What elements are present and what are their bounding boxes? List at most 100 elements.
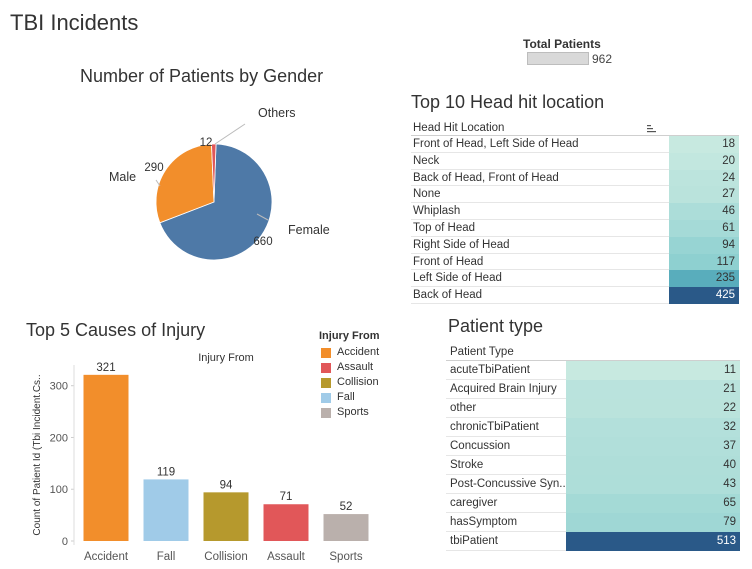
- patient-type-row[interactable]: Stroke 40: [446, 456, 740, 475]
- head-hit-row[interactable]: Top of Head 61: [411, 220, 739, 237]
- pie-slice-male[interactable]: [155, 143, 215, 224]
- patient-type-row-value-cell[interactable]: 11: [566, 361, 740, 380]
- bar-assault[interactable]: [263, 504, 309, 541]
- head-hit-row[interactable]: Whiplash 46: [411, 203, 739, 220]
- pie-slice-others[interactable]: [211, 143, 217, 203]
- legend-title: Injury From: [319, 330, 380, 342]
- bar-accident[interactable]: [83, 374, 129, 541]
- patient-type-row-value: 513: [716, 535, 736, 547]
- pie-slice-female[interactable]: [159, 143, 273, 260]
- gender-pie-chart[interactable]: Female 660 Male 290 Others 12: [100, 100, 350, 260]
- patient-type-row-label: acuteTbiPatient: [450, 364, 530, 376]
- head-hit-row-value-cell[interactable]: 117: [669, 253, 739, 271]
- patient-type-row-value-cell[interactable]: 79: [566, 513, 740, 532]
- causes-bar-chart[interactable]: Count of Patient Id (Tbi Incident.Cs.. In…: [26, 345, 376, 567]
- patient-type-row[interactable]: chronicTbiPatient 32: [446, 418, 740, 437]
- pie-value-female: 660: [253, 236, 272, 248]
- patient-type-row-value-cell[interactable]: 65: [566, 494, 740, 513]
- head-hit-row-label: Left Side of Head: [413, 272, 502, 285]
- patient-type-row-value-cell[interactable]: 40: [566, 456, 740, 475]
- head-hit-row-label: None: [413, 188, 441, 201]
- head-hit-row-value-cell[interactable]: 27: [669, 186, 739, 204]
- patient-type-row[interactable]: hasSymptom 79: [446, 513, 740, 532]
- head-hit-row-value-cell[interactable]: 425: [669, 287, 739, 304]
- patient-type-row[interactable]: Post-Concussive Syn.. 43: [446, 475, 740, 494]
- bar-collision[interactable]: [203, 492, 249, 541]
- x-tick-label: Accident: [84, 551, 129, 563]
- legend-item-sports[interactable]: Sports: [321, 406, 401, 420]
- legend-swatch: [321, 363, 331, 373]
- patient-type-row-value-cell[interactable]: 43: [566, 475, 740, 494]
- head-hit-row-value-cell[interactable]: 46: [669, 203, 739, 220]
- patient-type-row-value: 21: [723, 383, 736, 395]
- y-tick-label: 200: [50, 432, 68, 444]
- x-tick-label: Assault: [267, 551, 306, 563]
- legend-item-accident[interactable]: Accident: [321, 346, 401, 360]
- patient-type-row[interactable]: other 22: [446, 399, 740, 418]
- x-tick-label: Sports: [329, 551, 362, 563]
- patient-type-row-value-cell[interactable]: 21: [566, 380, 740, 399]
- legend-item-assault[interactable]: Assault: [321, 361, 401, 375]
- patient-type-row-value: 65: [723, 497, 736, 509]
- patient-type-row[interactable]: Acquired Brain Injury 21: [446, 380, 740, 399]
- y-axis-title: Count of Patient Id (Tbi Incident.Cs..: [32, 374, 43, 535]
- head-hit-row[interactable]: None 27: [411, 186, 739, 204]
- patient-type-row-label: hasSymptom: [450, 516, 518, 528]
- head-hit-row-value: 46: [722, 205, 735, 218]
- head-hit-row[interactable]: Front of Head 117: [411, 253, 739, 271]
- patient-type-row-label: tbiPatient: [450, 535, 498, 547]
- total-patients-bar[interactable]: [527, 52, 589, 65]
- patient-type-table: Patient Type acuteTbiPatient 11 Acquired B…: [446, 343, 740, 551]
- head-hit-row-value-cell[interactable]: 20: [669, 152, 739, 170]
- y-tick-label: 100: [50, 484, 68, 496]
- head-hit-row-value-cell[interactable]: 24: [669, 169, 739, 187]
- head-hit-row[interactable]: Left Side of Head 235: [411, 270, 739, 288]
- sort-icon[interactable]: [647, 124, 657, 134]
- head-hit-row-label: Neck: [413, 154, 440, 167]
- head-hit-row-value: 61: [722, 222, 735, 234]
- patient-type-row-value-cell[interactable]: 32: [566, 418, 740, 437]
- head-hit-row-value-cell[interactable]: 235: [669, 270, 739, 288]
- patient-type-row-value-cell[interactable]: 37: [566, 437, 740, 456]
- patient-type-row[interactable]: Concussion 37: [446, 437, 740, 456]
- head-hit-row[interactable]: Back of Head 425: [411, 287, 739, 304]
- patient-type-row[interactable]: tbiPatient 513: [446, 532, 740, 551]
- head-hit-row-value: 94: [722, 238, 735, 251]
- head-hit-row-value-cell[interactable]: 18: [669, 136, 739, 153]
- patient-type-row-value: 37: [723, 440, 736, 452]
- head-hit-row[interactable]: Right Side of Head 94: [411, 236, 739, 254]
- head-hit-row[interactable]: Back of Head, Front of Head 24: [411, 169, 739, 187]
- bar-data-label: 119: [157, 466, 175, 478]
- head-hit-row-label: Front of Head: [413, 255, 484, 268]
- legend-label: Accident: [337, 346, 380, 358]
- head-hit-row-value-cell[interactable]: 61: [669, 220, 739, 237]
- patient-type-row[interactable]: acuteTbiPatient 11: [446, 361, 740, 380]
- patient-type-row-value-cell[interactable]: 22: [566, 399, 740, 418]
- head-hit-table: Head Hit Location Front of Head, Left Si…: [411, 120, 739, 305]
- patient-type-row-value-cell[interactable]: 513: [566, 532, 740, 551]
- legend-item-fall[interactable]: Fall: [321, 391, 401, 405]
- gender-chart-title: Number of Patients by Gender: [80, 66, 324, 86]
- head-hit-column-header[interactable]: Head Hit Location: [413, 122, 505, 134]
- head-hit-row[interactable]: Neck 20: [411, 152, 739, 170]
- bar-fall[interactable]: [143, 479, 189, 541]
- legend-swatch: [321, 408, 331, 418]
- patient-type-row-label: Concussion: [450, 440, 511, 452]
- pie-leader-line: [155, 179, 161, 187]
- head-hit-row-value: 117: [716, 255, 735, 268]
- causes-chart-title: Top 5 Causes of Injury: [26, 320, 206, 340]
- bar-data-label: 321: [96, 362, 115, 374]
- pie-label-others: Others: [258, 106, 296, 120]
- head-hit-row[interactable]: Front of Head, Left Side of Head 18: [411, 136, 739, 153]
- patient-type-row[interactable]: caregiver 65: [446, 494, 740, 513]
- patient-type-row-value: 32: [723, 421, 736, 433]
- patient-type-row-label: Stroke: [450, 459, 484, 471]
- patient-type-column-header[interactable]: Patient Type: [450, 346, 514, 358]
- bar-sports[interactable]: [323, 514, 369, 541]
- legend-item-collision[interactable]: Collision: [321, 376, 401, 390]
- pie-value-others: 12: [200, 137, 213, 149]
- patient-type-title: Patient type: [448, 316, 544, 336]
- head-hit-row-value: 20: [722, 154, 735, 167]
- head-hit-row-value-cell[interactable]: 94: [669, 236, 739, 254]
- pie-label-male: Male: [109, 170, 136, 184]
